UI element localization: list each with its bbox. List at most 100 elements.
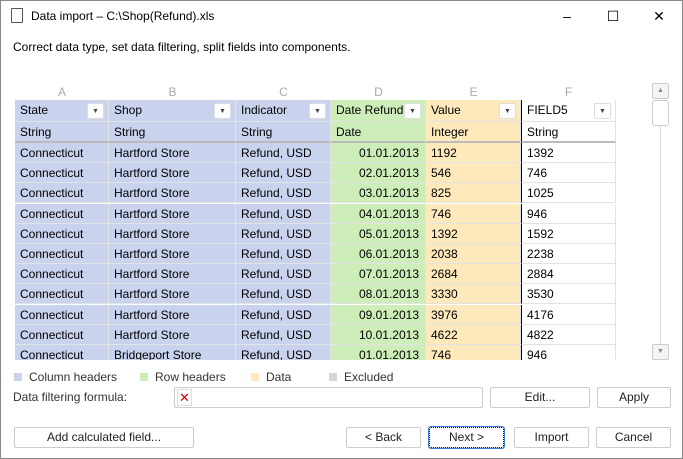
table-cell[interactable]: Connecticut [15,223,109,244]
table-cell[interactable]: Hartford Store [109,203,236,224]
table-cell[interactable]: Connecticut [15,183,109,204]
column-type[interactable]: Date [331,122,426,143]
table-cell[interactable]: Hartford Store [109,304,236,325]
table-cell[interactable]: 08.01.2013 [331,284,426,305]
table-cell[interactable]: 06.01.2013 [331,244,426,264]
column-header[interactable]: Indicator ▼ [236,100,331,122]
table-cell[interactable]: 2684 [426,264,521,285]
table-cell[interactable]: Hartford Store [109,143,236,163]
table-cell[interactable]: Hartford Store [109,223,236,244]
table-cell[interactable]: 546 [426,163,521,184]
minimize-button[interactable]: – [563,8,571,24]
cancel-button[interactable]: Cancel [596,427,671,448]
table-cell[interactable]: 01.01.2013 [331,345,426,360]
table-cell[interactable]: 1392 [521,143,616,163]
table-cell[interactable]: Hartford Store [109,244,236,264]
column-header[interactable]: FIELD5 ▼ [521,100,616,122]
column-type[interactable]: String [109,122,236,143]
dropdown-icon[interactable]: ▼ [214,103,231,119]
table-cell[interactable]: 1592 [521,223,616,244]
dropdown-icon[interactable]: ▼ [87,103,104,119]
table-cell[interactable]: 09.01.2013 [331,304,426,325]
scroll-down-button[interactable]: ▼ [652,344,669,360]
table-cell[interactable]: 10.01.2013 [331,324,426,345]
table-cell[interactable]: 04.01.2013 [331,203,426,224]
column-type[interactable]: String [236,122,331,143]
table-cell[interactable]: Refund, USD [236,345,331,360]
back-button[interactable]: < Back [346,427,421,448]
column-header[interactable]: Shop ▼ [109,100,236,122]
next-button[interactable]: Next > [428,426,505,449]
apply-button[interactable]: Apply [597,387,671,408]
table-cell[interactable]: Refund, USD [236,163,331,184]
table-cell[interactable]: Connecticut [15,345,109,360]
table-cell[interactable]: Connecticut [15,163,109,184]
table-cell[interactable]: 2238 [521,244,616,264]
table-cell[interactable]: Hartford Store [109,183,236,204]
table-cell[interactable]: 1025 [521,183,616,204]
table-cell[interactable]: Connecticut [15,304,109,325]
table-cell[interactable]: 4622 [426,324,521,345]
table-cell[interactable]: Refund, USD [236,203,331,224]
column-header[interactable]: State ▼ [15,100,109,122]
table-cell[interactable]: Refund, USD [236,143,331,163]
table-cell[interactable]: Connecticut [15,324,109,345]
table-cell[interactable]: 946 [521,203,616,224]
table-cell[interactable]: 946 [521,345,616,360]
filter-formula-input[interactable]: ✕ [174,387,483,408]
table-cell[interactable]: Refund, USD [236,183,331,204]
table-cell[interactable]: Hartford Store [109,264,236,285]
table-cell[interactable]: 746 [426,345,521,360]
table-cell[interactable]: 3330 [426,284,521,305]
column-header[interactable]: Value ▼ [426,100,521,122]
table-cell[interactable]: 03.01.2013 [331,183,426,204]
table-cell[interactable]: Refund, USD [236,264,331,285]
column-type[interactable]: String [521,122,616,143]
table-cell[interactable]: 05.01.2013 [331,223,426,244]
add-calculated-field-button[interactable]: Add calculated field... [14,427,194,448]
scroll-up-button[interactable]: ▲ [652,83,669,99]
table-cell[interactable]: 4176 [521,304,616,325]
dropdown-icon[interactable]: ▼ [499,103,516,119]
table-cell[interactable]: Refund, USD [236,223,331,244]
vertical-scrollbar[interactable]: ▲ ▼ [652,83,669,360]
table-cell[interactable]: 2884 [521,264,616,285]
import-button[interactable]: Import [514,427,589,448]
table-cell[interactable]: 3976 [426,304,521,325]
table-cell[interactable]: 746 [426,203,521,224]
table-cell[interactable]: Bridgeport Store [109,345,236,360]
table-cell[interactable]: 825 [426,183,521,204]
close-button[interactable]: ✕ [653,8,665,24]
table-cell[interactable]: Hartford Store [109,163,236,184]
table-cell[interactable]: 746 [521,163,616,184]
table-cell[interactable]: 07.01.2013 [331,264,426,285]
table-cell[interactable]: 1392 [426,223,521,244]
clear-icon[interactable]: ✕ [177,389,192,406]
table-cell[interactable]: 01.01.2013 [331,143,426,163]
maximize-button[interactable]: ☐ [606,8,620,24]
table-cell[interactable]: Hartford Store [109,324,236,345]
column-type[interactable]: String [15,122,109,143]
table-cell[interactable]: Connecticut [15,203,109,224]
scroll-thumb[interactable] [652,100,669,126]
column-header[interactable]: Date Refund ▼ [331,100,426,122]
table-cell[interactable]: 2038 [426,244,521,264]
dropdown-icon[interactable]: ▼ [309,103,326,119]
table-cell[interactable]: Refund, USD [236,304,331,325]
edit-button[interactable]: Edit... [490,387,590,408]
table-cell[interactable]: 4822 [521,324,616,345]
table-cell[interactable]: Connecticut [15,284,109,305]
data-grid[interactable]: A State ▼ String B Shop ▼ String C Indicator ▼ Stri… [15,83,640,360]
table-cell[interactable]: Hartford Store [109,284,236,305]
dropdown-icon[interactable]: ▼ [594,103,611,119]
table-cell[interactable]: Refund, USD [236,244,331,264]
table-cell[interactable]: Connecticut [15,143,109,163]
table-cell[interactable]: Refund, USD [236,324,331,345]
table-cell[interactable]: 02.01.2013 [331,163,426,184]
table-cell[interactable]: 3530 [521,284,616,305]
table-cell[interactable]: Connecticut [15,264,109,285]
table-cell[interactable]: Connecticut [15,244,109,264]
column-type[interactable]: Integer [426,122,521,143]
table-cell[interactable]: 1192 [426,143,521,163]
table-cell[interactable]: Refund, USD [236,284,331,305]
